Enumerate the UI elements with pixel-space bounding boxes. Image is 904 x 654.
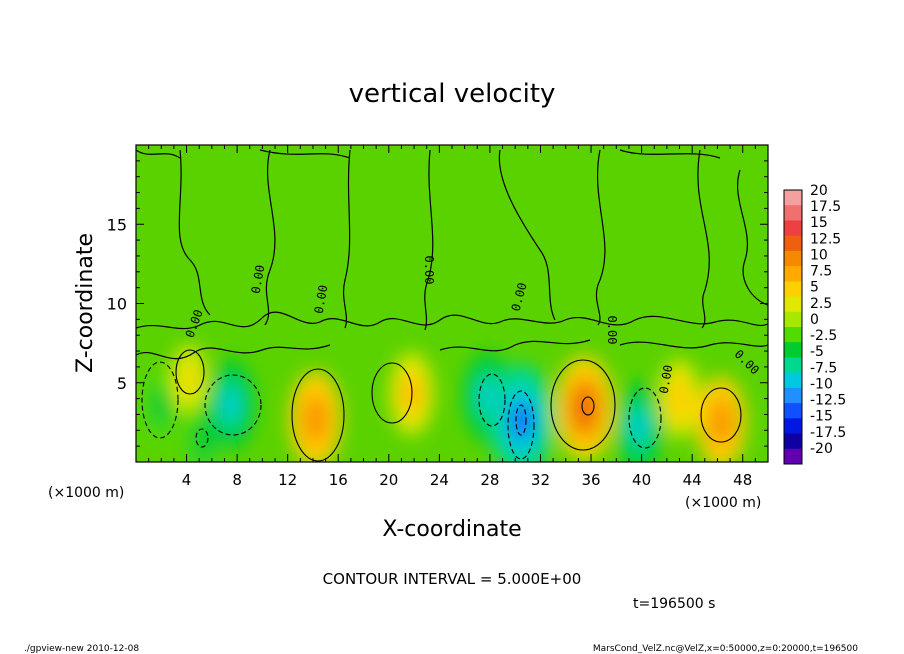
positive-contours (175, 349, 742, 462)
x-tick-label: 32 (531, 471, 550, 489)
colorbar-segment (784, 311, 802, 328)
colorbar-label: 5 (810, 280, 819, 296)
velocity-cell-core-10 (631, 413, 647, 441)
velocity-cell-core-8 (512, 403, 532, 438)
x-tick-label: 20 (379, 471, 398, 489)
plot-area: 0.000.000.000.000.000.000.000.00 4 8 12 16 2… (107, 144, 769, 489)
velocity-cell-core-9 (576, 392, 594, 424)
x-tick-label: 4 (182, 471, 192, 489)
velocity-cell-core-2 (183, 369, 195, 391)
x-tick-label: 44 (683, 471, 702, 489)
colorbar-segment (784, 357, 802, 374)
colorbar-segment (784, 235, 802, 252)
colorbar-label: 12.5 (810, 231, 841, 247)
colorbar-label: -20 (810, 441, 833, 457)
velocity-cell-core-12 (713, 408, 729, 437)
velocity-field (142, 344, 746, 462)
chart-title: vertical velocity (349, 79, 556, 109)
x-axis-label: X-coordinate (382, 517, 521, 542)
contour-label-6: 0.00 (605, 316, 619, 345)
colorbar-label: 15 (810, 215, 828, 231)
colorbar-label: -7.5 (810, 360, 837, 376)
footer-left: ./gpview-new 2010-12-08 (24, 644, 139, 654)
colorbar-label: -12.5 (810, 393, 846, 409)
colorbar-label: -10 (810, 376, 833, 392)
y-axis: 5 10 15 (107, 160, 768, 447)
colorbar-segment (784, 433, 802, 450)
colorbar-label: -17.5 (810, 425, 846, 441)
colorbar-segment (784, 403, 802, 419)
y-axis-label: Z-coordinate (73, 233, 98, 373)
colorbar-segment (784, 342, 802, 358)
contour-label-2: 0.00 (249, 264, 268, 295)
velocity-cell-core-3 (196, 429, 210, 454)
contour-interval: CONTOUR INTERVAL = 5.000E+00 (323, 570, 582, 588)
velocity-cell-core-5 (307, 404, 324, 434)
x-unit-label: (×1000 m) (685, 495, 761, 511)
colorbar-segment (784, 387, 802, 404)
z-unit-label: (×1000 m) (48, 485, 124, 501)
x-tick-label: 28 (480, 471, 499, 489)
contour-label-3: 0.00 (312, 284, 331, 315)
colorbar: 2017.51512.5107.552.50-2.5-5-7.5-10-12.5… (783, 183, 846, 465)
colorbar-label: 2.5 (810, 296, 832, 312)
x-tick-label: 24 (430, 471, 449, 489)
contour-label-4: 0.00 (422, 256, 436, 285)
colorbar-segment (784, 327, 802, 343)
y-tick-label: 15 (107, 215, 127, 234)
colorbar-label: 0 (810, 312, 819, 328)
colorbar-segment (784, 448, 802, 465)
velocity-cell-core-1 (155, 395, 167, 418)
x-tick-label: 36 (581, 471, 600, 489)
colorbar-segment (784, 372, 802, 389)
negative-contours (141, 361, 662, 460)
x-tick-label: 40 (632, 471, 651, 489)
colorbar-frame (783, 189, 803, 465)
y-tick-label: 10 (107, 295, 127, 314)
contour-lines (136, 149, 768, 360)
colorbar-segment (784, 281, 802, 298)
x-tick-label: 8 (232, 471, 242, 489)
colorbar-segment (784, 266, 802, 282)
colorbar-segment (784, 190, 802, 206)
colorbar-label: -2.5 (810, 328, 837, 344)
colorbar-label: -15 (810, 409, 833, 425)
colorbar-segment (784, 220, 802, 237)
colorbar-label: 10 (810, 247, 828, 263)
x-tick-label: 16 (329, 471, 348, 489)
colorbar-label: -5 (810, 344, 824, 360)
x-tick-label: 48 (733, 471, 752, 489)
contour-label-7: 0.00 (657, 364, 676, 395)
colorbar-segment (784, 250, 802, 267)
colorbar-label: 17.5 (810, 199, 841, 215)
colorbar-segment (784, 205, 802, 221)
velocity-cell-core-11 (673, 386, 686, 411)
footer-right: MarsCond_VelZ.nc@VelZ,x=0:50000,z=0:2000… (593, 644, 858, 654)
time-label: t=196500 s (633, 596, 715, 612)
colorbar-label: 7.5 (810, 264, 832, 280)
colorbar-segment (784, 296, 802, 313)
x-axis: 4 8 12 16 20 24 28 32 36 40 44 48 (148, 145, 756, 489)
velocity-cell-core-7 (480, 383, 495, 411)
x-tick-label: 12 (278, 471, 297, 489)
colorbar-segment (784, 418, 802, 435)
y-tick-label: 5 (117, 374, 127, 393)
colorbar-label: 20 (810, 183, 828, 199)
velocity-cell-core-4 (223, 391, 239, 419)
